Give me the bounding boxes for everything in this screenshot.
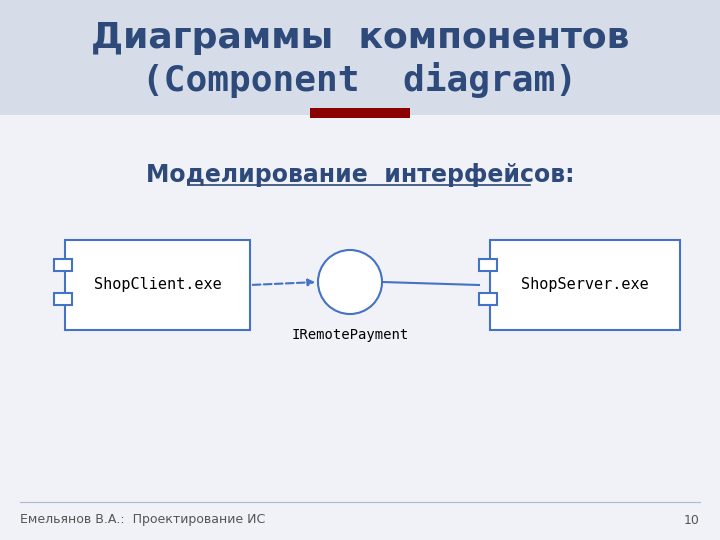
Bar [65,240,250,330]
Circle shape [318,250,382,314]
Bar [54,293,72,305]
Bar [0,0,720,115]
Bar [479,293,497,305]
Text: IRemotePayment: IRemotePayment [292,328,409,342]
Bar [490,240,680,330]
Bar [479,259,497,271]
Text: 10: 10 [684,514,700,526]
Text: Моделирование  интерфейсов:: Моделирование интерфейсов: [145,163,575,187]
Bar [310,108,410,118]
Text: ShopClient.exe: ShopClient.exe [94,278,221,293]
Text: (Component  diagram): (Component diagram) [143,62,577,98]
Bar [54,259,72,271]
Text: Диаграммы  компонентов: Диаграммы компонентов [91,21,629,55]
Text: Емельянов В.А.:  Проектирование ИС: Емельянов В.А.: Проектирование ИС [20,514,265,526]
Text: ShopServer.exe: ShopServer.exe [521,278,649,293]
